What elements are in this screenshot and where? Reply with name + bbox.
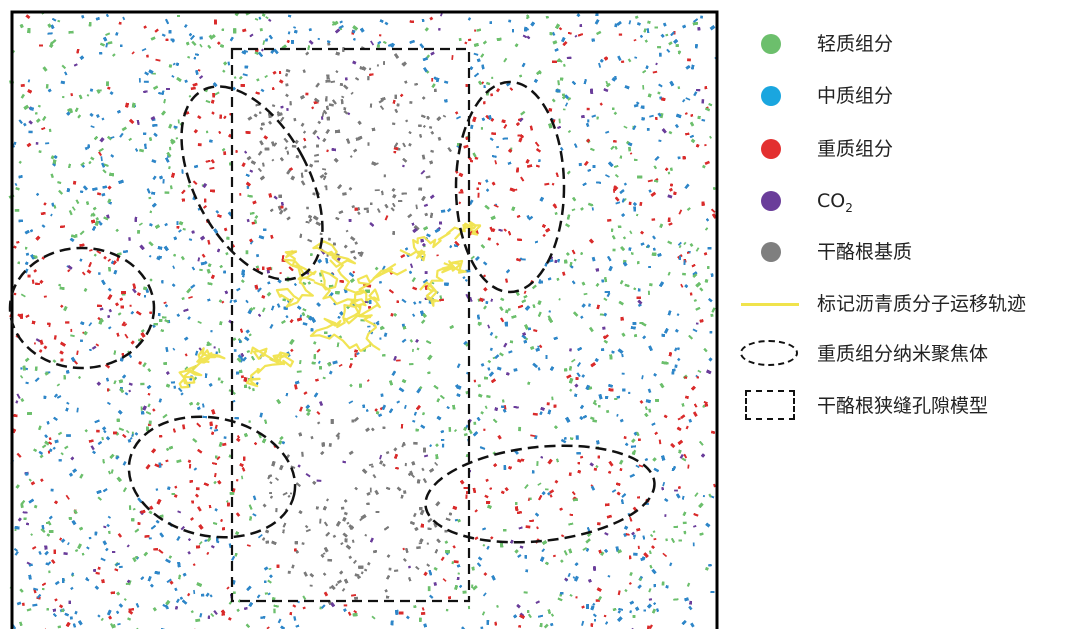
legend-item-light-component: 轻质组分 xyxy=(735,24,1084,64)
heavy-nanocluster-bottom-right xyxy=(424,444,656,544)
legend-item-slit-pore-model: 干酪根狭缝孔隙模型 xyxy=(735,386,1084,426)
yellow-line-icon xyxy=(741,303,799,306)
legend-item-medium-component: 中质组分 xyxy=(735,76,1084,116)
dashed-rectangle-icon xyxy=(745,390,795,420)
simulation-snapshot xyxy=(8,10,719,629)
simulation-frame xyxy=(10,10,719,629)
legend-item-heavy-component: 重质组分 xyxy=(735,129,1084,169)
asphaltene-trajectory xyxy=(178,220,482,389)
legend: 轻质组分 中质组分 重质组分 CO2 干酪根基质 标记沥青质分子运移轨迹 重质组… xyxy=(735,0,1084,629)
heavy-nanocluster-left xyxy=(8,246,156,370)
purple-dot-icon xyxy=(761,191,781,211)
legend-label: 重质组分 xyxy=(817,138,894,160)
kerogen-slit-pore-model xyxy=(230,47,471,603)
green-dot-icon xyxy=(761,34,781,54)
dashed-ellipse-icon xyxy=(740,340,798,366)
legend-item-heavy-nanocluster: 重质组分纳米聚焦体 xyxy=(735,334,1084,374)
red-dot-icon xyxy=(761,139,781,159)
legend-label: CO2 xyxy=(817,190,853,215)
legend-label: 重质组分纳米聚焦体 xyxy=(817,343,989,365)
legend-item-kerogen-matrix: 干酪根基质 xyxy=(735,232,1084,272)
heavy-nanocluster-top-right xyxy=(454,80,566,294)
heavy-nanocluster-top-left xyxy=(180,85,324,281)
legend-label: 干酪根基质 xyxy=(817,241,913,263)
legend-label: 中质组分 xyxy=(817,85,894,107)
molecule-particles xyxy=(8,10,718,629)
legend-label: 轻质组分 xyxy=(817,33,894,55)
legend-item-co2: CO2 xyxy=(735,181,1084,221)
blue-dot-icon xyxy=(761,86,781,106)
legend-label: 干酪根狭缝孔隙模型 xyxy=(817,395,989,417)
legend-item-asphaltene-trajectory: 标记沥青质分子运移轨迹 xyxy=(735,284,1084,324)
legend-label: 标记沥青质分子运移轨迹 xyxy=(817,293,1027,315)
heavy-nanocluster-bottom-left xyxy=(127,415,297,539)
gray-dot-icon xyxy=(761,242,781,262)
